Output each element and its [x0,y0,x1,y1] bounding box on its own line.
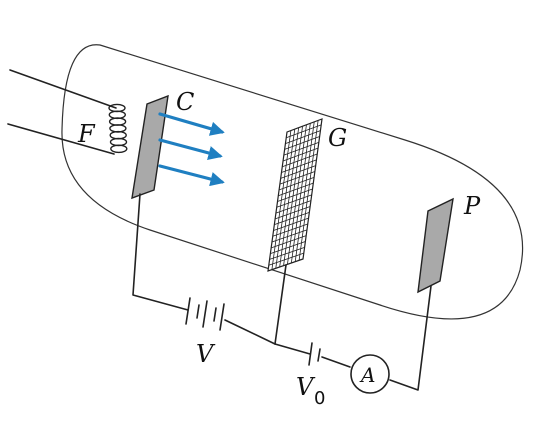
grid-mesh-line [274,211,310,226]
grid-mesh-lines [268,120,322,270]
grid-mesh-line [271,235,307,249]
electron-arrow [158,138,223,160]
grid-mesh-line [269,246,305,260]
grid-mesh-line [268,252,304,266]
wire-main-battery-to-junction [224,319,276,345]
grid-mesh-line [280,165,316,179]
electron-beam-arrows [158,112,225,187]
battery-v-plate [213,307,217,322]
battery-v-plate [196,304,200,319]
grid-mesh-line [270,241,306,255]
battery-v-plate [185,297,191,325]
grid-mesh-line [283,141,319,156]
wire-cathode-down [132,193,189,311]
battery-v-icon [185,297,225,331]
battery-v0-long-plate [308,342,313,366]
electron-arrow [158,112,225,136]
grid-mesh-line [278,182,314,197]
label-battery-v: V [196,340,216,368]
label-grid: G [328,124,347,152]
grid-mesh-line [279,171,316,185]
wire-junction-to-retard-battery [274,343,311,355]
grid-mesh-line [285,130,321,144]
label-filament: F [77,120,96,148]
grid-mesh-line [278,176,315,191]
label-cathode: C [176,88,194,116]
vacuum-tube-envelope [61,44,524,320]
label-plate: P [463,192,481,220]
wire-retard-battery-to-ammeter [321,356,351,368]
wire-grid-down [274,264,287,345]
grid-mesh-line [284,136,320,150]
collector-plate [417,197,454,294]
grid-mesh-line [271,229,308,243]
battery-v0-short-plate [317,348,321,362]
grid-mesh-line [273,217,309,231]
electron-arrow [158,164,225,187]
battery-v0-icon [308,342,321,366]
grid-mesh-line [274,206,311,220]
label-ammeter: A [359,363,375,387]
grid-mesh-line [282,147,319,162]
label-battery-v0: V [296,373,316,401]
grid-mesh-line [276,194,312,208]
grid-mesh-line [281,159,317,173]
filament-lead-bottom [7,123,115,155]
grid-mesh-line [277,188,313,202]
wire-ammeter-to-collector [389,285,432,391]
grid-mesh-line [286,124,322,139]
cathode-plate [131,94,169,200]
ammeter-circle-icon [350,354,390,394]
grid-mesh-line [282,153,318,168]
filament-coil-icon [108,103,128,154]
filament-lead-top [9,69,117,109]
battery-v-plate [219,303,225,331]
battery-v-plate [202,300,208,328]
label-battery-v0-subscript: 0 [314,388,325,409]
filament-coil-turn [110,144,128,154]
grid-mesh-line [275,200,312,214]
grid-mesh-line [272,223,308,237]
